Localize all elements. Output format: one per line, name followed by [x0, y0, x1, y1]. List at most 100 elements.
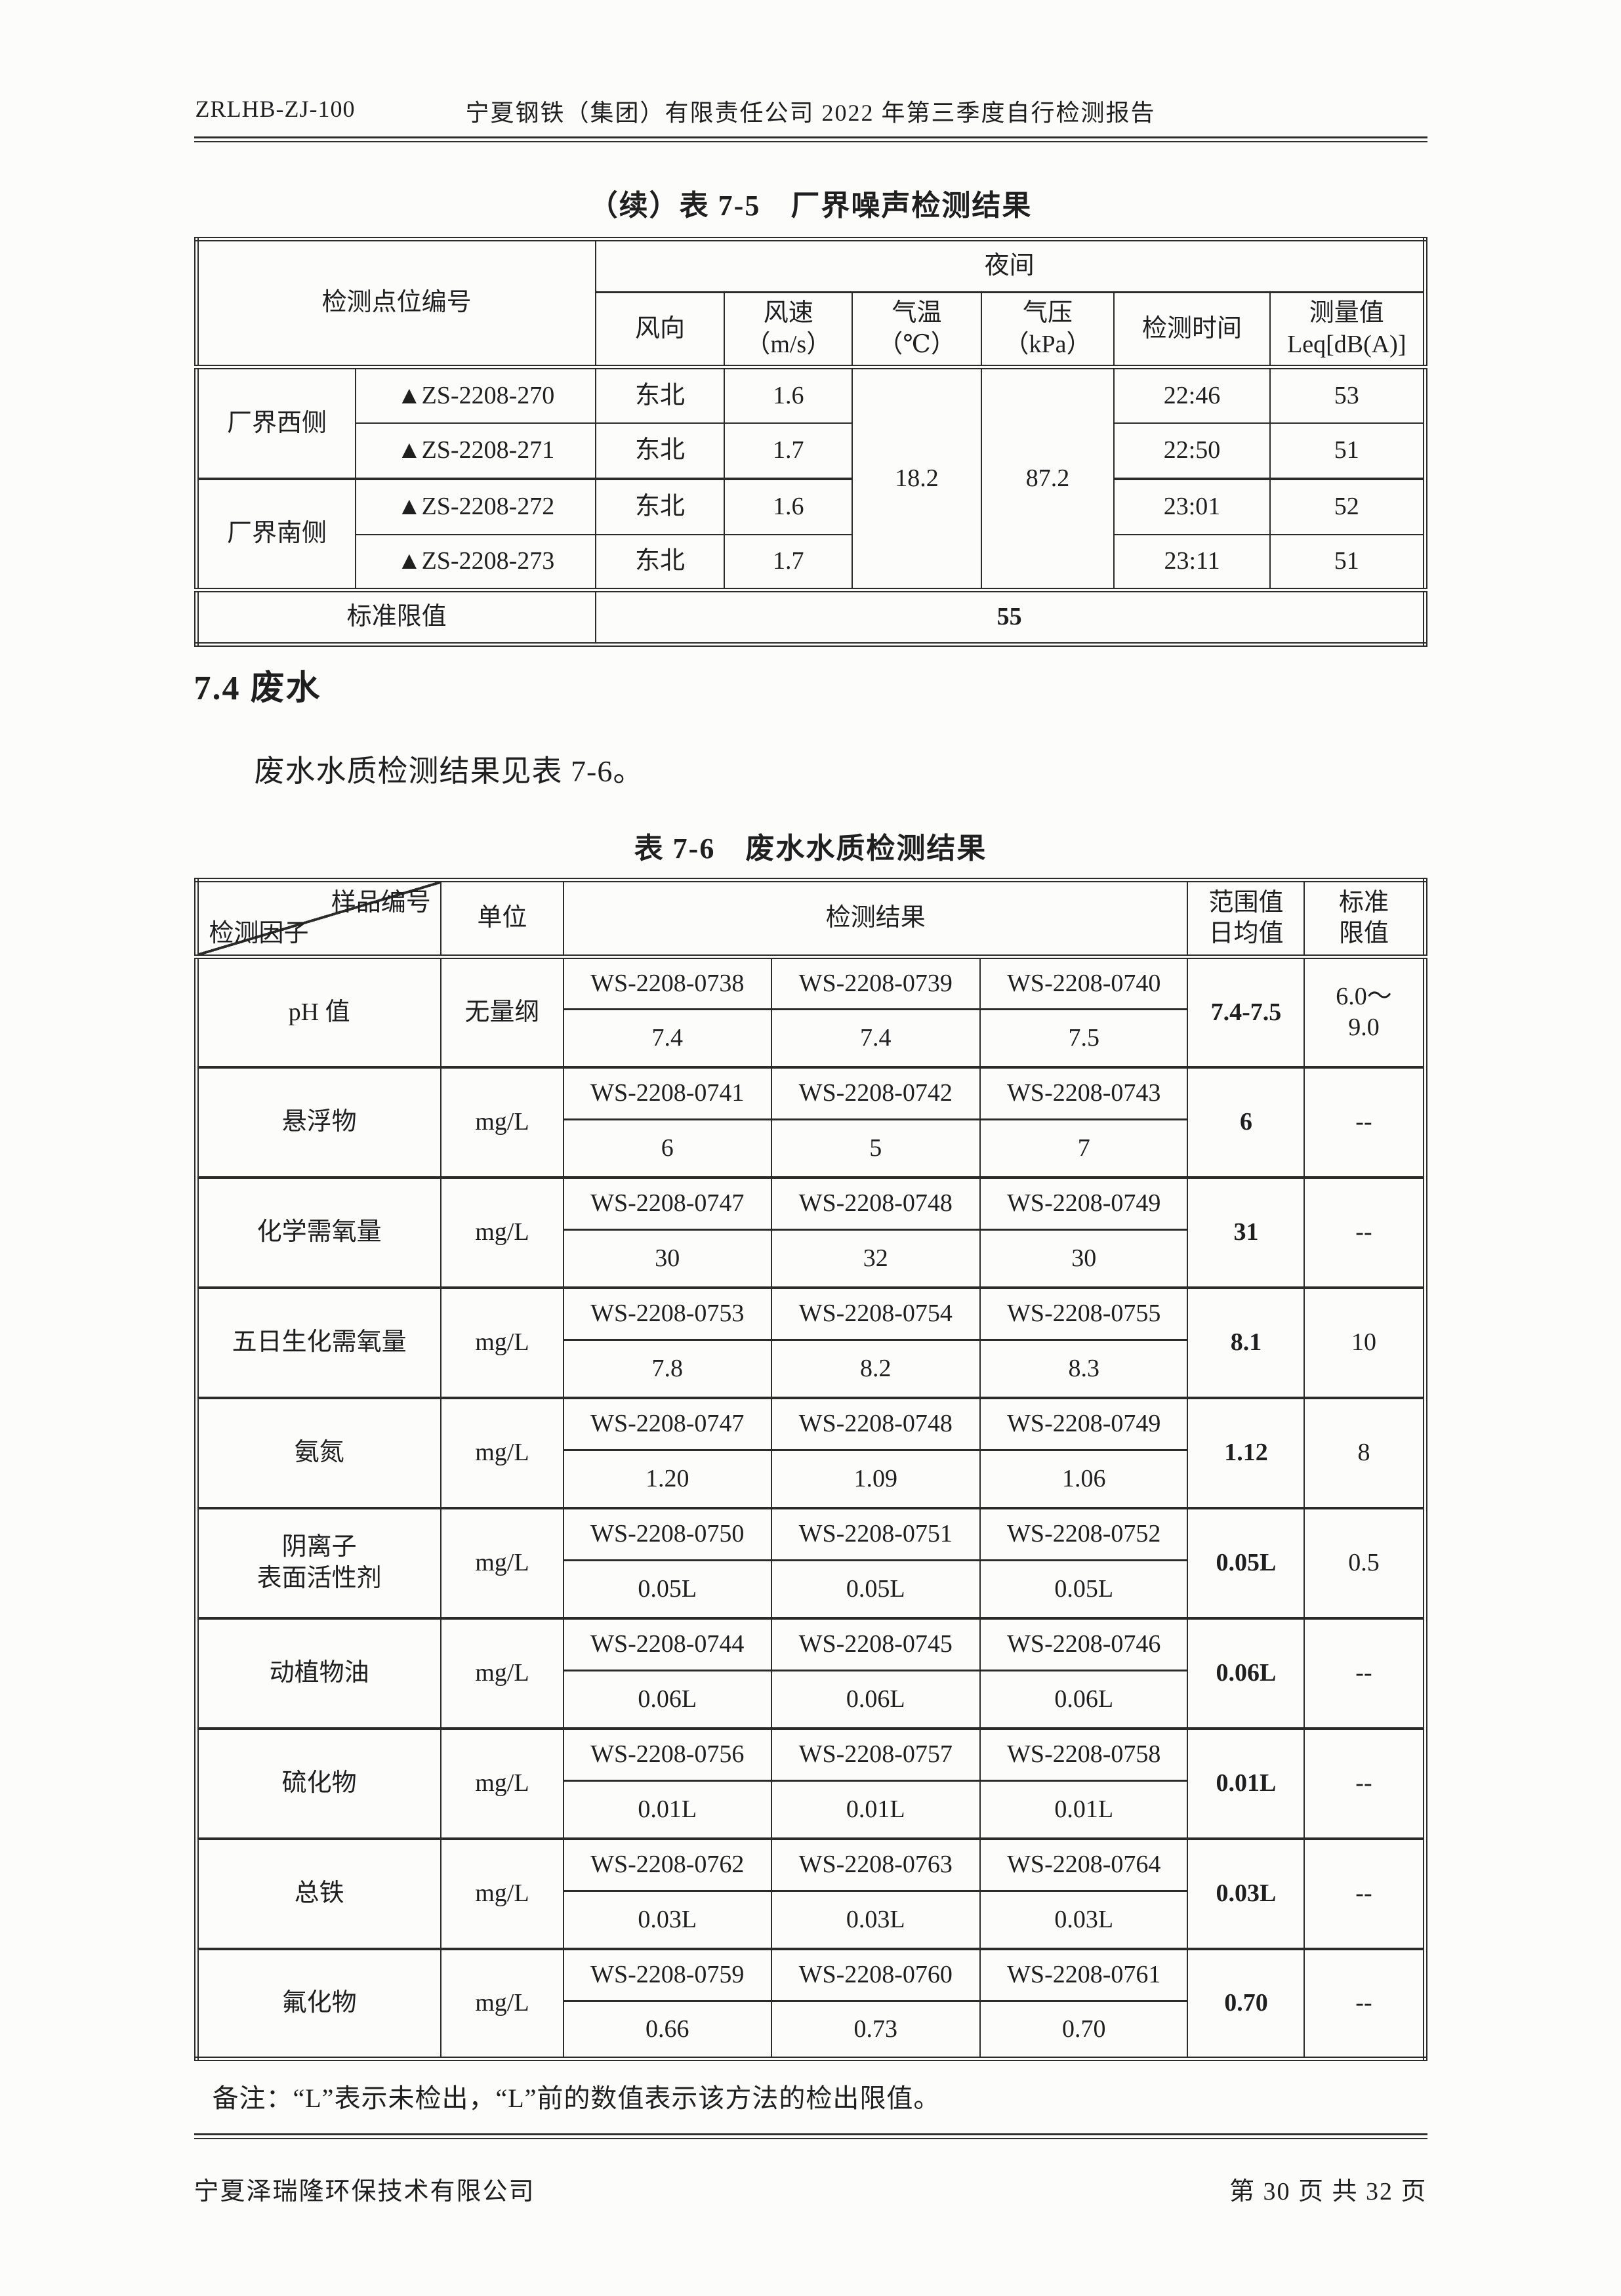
cell-daily-average: 0.06L — [1187, 1617, 1305, 1730]
cell-result-value: 8.2 — [770, 1339, 981, 1399]
cell-sample-id: WS-2208-0742 — [770, 1066, 981, 1120]
section-heading: 7.4 废水 — [194, 670, 321, 707]
cell-sample-id: WS-2208-0749 — [979, 1397, 1189, 1451]
cell-sample-id: WS-2208-0743 — [979, 1066, 1189, 1120]
cell-daily-average: 0.05L — [1187, 1507, 1305, 1620]
cell-result-value: 32 — [770, 1229, 981, 1289]
cell-standard-limit: -- — [1303, 1727, 1426, 1840]
cell-range-daily-header: 范围值 日均值 — [1187, 879, 1305, 959]
table-note: 备注：“L”表示未检出，“L”前的数值表示该方法的检出限值。 — [212, 2083, 941, 2113]
cell-unit: mg/L — [440, 1837, 565, 1950]
cell-factor: 总铁 — [195, 1837, 441, 1950]
cell-point-id: ▲ZS-2208-272 — [355, 478, 596, 535]
cell-sample-id: WS-2208-0758 — [979, 1727, 1189, 1782]
cell-factor: 化学需氧量 — [195, 1176, 441, 1289]
noise-table-title: （续）表 7-5 厂界噪声检测结果 — [588, 190, 1033, 222]
cell-standard-limit: -- — [1303, 1066, 1426, 1179]
cell-time: 22:50 — [1113, 422, 1271, 480]
cell-site: 厂界南侧 — [195, 478, 357, 592]
cell-sample-id: WS-2208-0747 — [563, 1176, 772, 1231]
cell-value-header: 测量值 Leq[dB(A)] — [1269, 291, 1426, 369]
cell-wind-speed: 1.7 — [724, 422, 853, 480]
cell-sample-id: WS-2208-0754 — [770, 1286, 981, 1341]
cell-results-header: 检测结果 — [563, 879, 1189, 959]
cell-result-value: 0.66 — [563, 2000, 772, 2060]
cell-factor: 硫化物 — [195, 1727, 441, 1840]
cell-result-value: 0.06L — [979, 1670, 1189, 1730]
cell-wind-dir-header: 风向 — [594, 291, 726, 369]
cell-sample-id: WS-2208-0760 — [770, 1948, 981, 2002]
cell-unit: mg/L — [440, 1176, 565, 1289]
cell-sample-id: WS-2208-0755 — [979, 1286, 1189, 1341]
cell-wind-speed: 1.7 — [724, 533, 853, 592]
diagonal-line — [198, 882, 440, 954]
header-rule — [194, 136, 1427, 142]
cell-standard-limit: -- — [1303, 1948, 1426, 2060]
cell-time-header: 检测时间 — [1113, 291, 1271, 369]
cell-air-temp-value: 18.2 — [852, 366, 982, 592]
cell-sample-id: WS-2208-0763 — [770, 1837, 981, 1892]
page-footer: 宁夏泽瑞隆环保技术有限公司 第 30 页 共 32 页 — [194, 2171, 1427, 2207]
cell-sample-id: WS-2208-0748 — [770, 1397, 981, 1451]
cell-standard-limit-header: 标准 限值 — [1303, 879, 1426, 959]
cell-result-value: 0.01L — [563, 1780, 772, 1840]
cell-daily-average: 31 — [1187, 1176, 1305, 1289]
cell-result-value: 0.05L — [979, 1559, 1189, 1620]
cell-standard-limit: -- — [1303, 1837, 1426, 1950]
page-number: 第 30 页 共 32 页 — [1229, 2178, 1427, 2205]
cell-air-pressure-value: 87.2 — [980, 366, 1115, 592]
cell-time: 22:46 — [1113, 366, 1271, 424]
cell-sample-id: WS-2208-0764 — [979, 1837, 1189, 1892]
cell-result-value: 0.05L — [563, 1559, 772, 1620]
cell-result-value: 0.06L — [770, 1670, 981, 1730]
cell-limit-value: 55 — [594, 589, 1426, 646]
water-table: 样品编号 检测因子 单位 检测结果 范围值 日均值 标准 限值 pH 值 无量纲… — [194, 878, 1427, 2061]
cell-sample-id: WS-2208-0756 — [563, 1727, 772, 1782]
report-title: 宁夏钢铁（集团）有限责任公司 2022 年第三季度自行检测报告 — [465, 100, 1156, 126]
cell-result-value: 7.4 — [563, 1008, 772, 1069]
cell-sample-id: WS-2208-0748 — [770, 1176, 981, 1231]
cell-standard-limit: -- — [1303, 1176, 1426, 1289]
cell-wind-dir: 东北 — [594, 422, 726, 480]
cell-standard-limit: 0.5 — [1303, 1507, 1426, 1620]
cell-result-value: 30 — [979, 1229, 1189, 1289]
company-name: 宁夏泽瑞隆环保技术有限公司 — [194, 2178, 535, 2205]
page-content: ZRLHB-ZJ-100 宁夏钢铁（集团）有限责任公司 2022 年第三季度自行… — [194, 0, 1427, 2207]
cell-unit-header: 单位 — [440, 879, 565, 959]
cell-result-value: 1.20 — [563, 1449, 772, 1509]
footer-rule — [194, 2133, 1427, 2139]
corner-cell: 样品编号 检测因子 — [195, 879, 441, 959]
cell-value: 51 — [1269, 533, 1426, 592]
cell-factor: 五日生化需氧量 — [195, 1286, 441, 1399]
cell-daily-average: 8.1 — [1187, 1286, 1305, 1399]
cell-standard-limit: 8 — [1303, 1397, 1426, 1509]
cell-wind-speed: 1.6 — [724, 366, 853, 424]
cell-sample-id: WS-2208-0752 — [979, 1507, 1189, 1561]
corner-label-factor: 检测因子 — [209, 919, 309, 947]
cell-air-temp-header: 气温 （℃） — [852, 291, 982, 369]
cell-result-value: 7 — [979, 1118, 1189, 1179]
cell-result-value: 0.73 — [770, 2000, 981, 2060]
cell-result-value: 1.06 — [979, 1449, 1189, 1509]
cell-point-id: ▲ZS-2208-273 — [355, 533, 596, 592]
cell-factor: 动植物油 — [195, 1617, 441, 1730]
cell-sample-id: WS-2208-0739 — [770, 956, 981, 1010]
cell-wind-dir: 东北 — [594, 366, 726, 424]
cell-standard-limit: -- — [1303, 1617, 1426, 1730]
noise-table: 检测点位编号 夜间 风向 风速 （m/s） 气温 （℃） 气压 （kPa） 检测… — [194, 237, 1427, 647]
water-table-title: 表 7-6 废水水质检测结果 — [634, 832, 987, 865]
cell-sample-id: WS-2208-0749 — [979, 1176, 1189, 1231]
cell-wind-dir: 东北 — [594, 533, 726, 592]
cell-result-value: 0.01L — [979, 1780, 1189, 1840]
cell-unit: mg/L — [440, 1727, 565, 1840]
cell-limit-label: 标准限值 — [195, 589, 596, 646]
cell-period-header: 夜间 — [594, 238, 1426, 293]
cell-value: 51 — [1269, 422, 1426, 480]
cell-result-value: 0.03L — [563, 1890, 772, 1950]
page-header: ZRLHB-ZJ-100 宁夏钢铁（集团）有限责任公司 2022 年第三季度自行… — [194, 94, 1427, 126]
cell-sample-id: WS-2208-0745 — [770, 1617, 981, 1671]
corner-label-sample-id: 样品编号 — [331, 889, 431, 916]
cell-standard-limit: 6.0～ 9.0 — [1303, 956, 1426, 1069]
cell-sample-id: WS-2208-0741 — [563, 1066, 772, 1120]
